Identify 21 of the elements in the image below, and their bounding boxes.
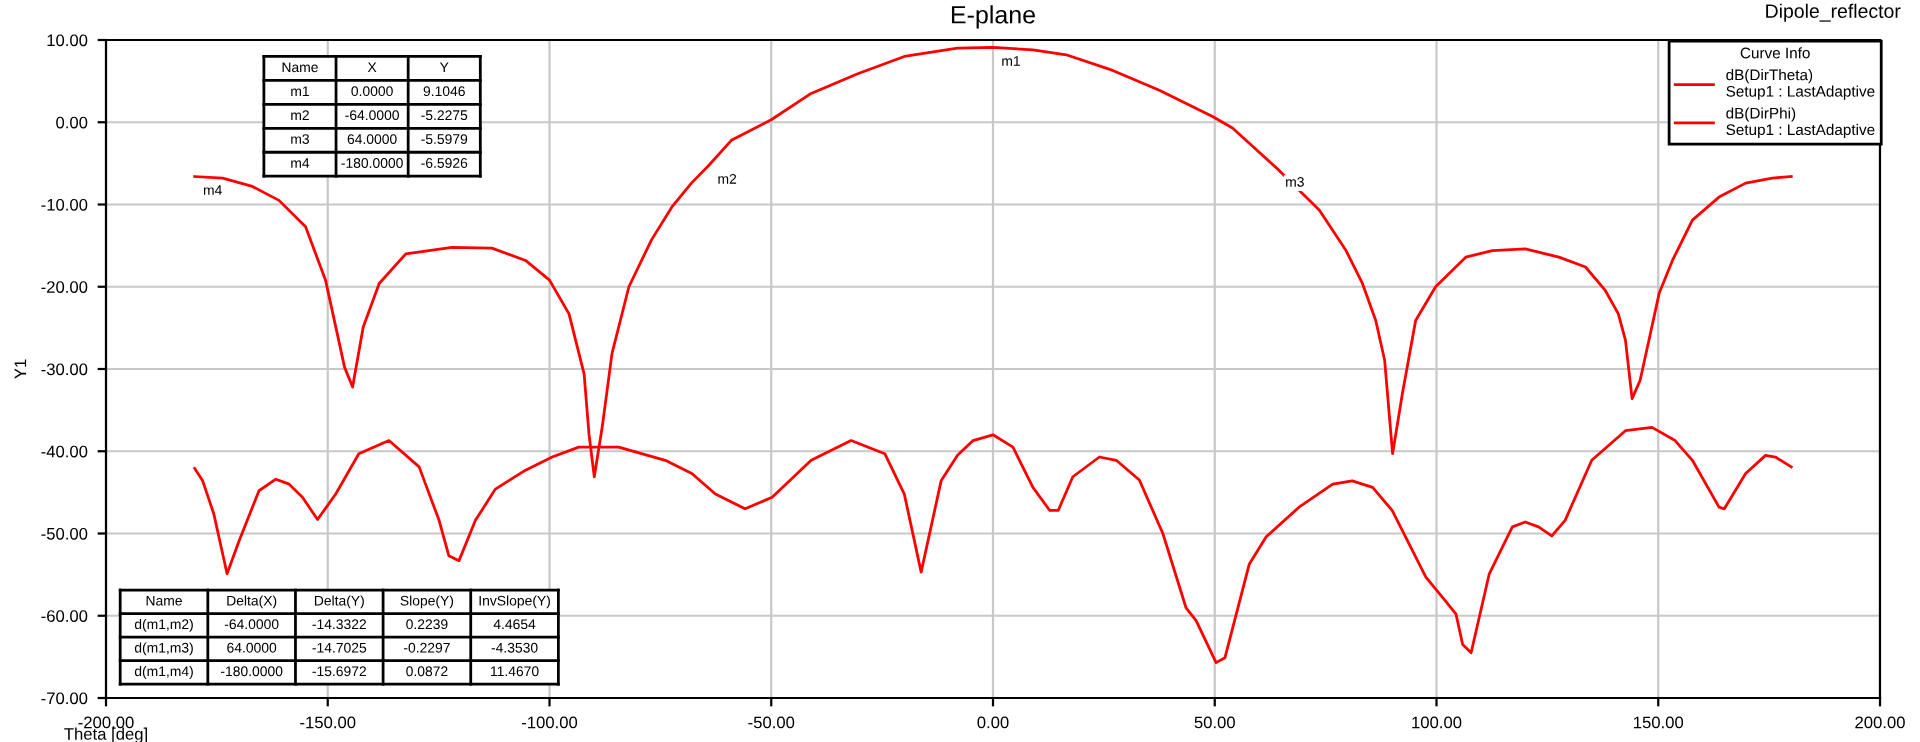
x-tick-label: -50.00	[748, 716, 795, 729]
y-tick-label: -40.00	[41, 445, 88, 458]
y-tick-label: 0.00	[56, 116, 88, 129]
y-tick-label: -30.00	[41, 363, 88, 376]
x-tick-label: 50.00	[1194, 716, 1235, 729]
y-tick-label: -20.00	[41, 281, 88, 293]
x-tick-label: 200.00	[1855, 716, 1905, 729]
y-tick-label: -10.00	[41, 198, 88, 211]
x-tick-label: 0.00	[977, 716, 1009, 729]
chart-title: E-plane	[951, 5, 1035, 29]
y-tick-label: -60.00	[41, 610, 88, 622]
y-axis-title: Y1	[14, 359, 27, 379]
x-tick-label: 100.00	[1412, 716, 1462, 729]
y-tick-label: 10.00	[47, 34, 88, 47]
y-tick-label: -50.00	[41, 527, 88, 540]
x-tick-label: -200.00	[78, 716, 134, 729]
x-tick-label: -150.00	[300, 716, 356, 729]
y-tick-label: -70.00	[41, 692, 88, 705]
x-tick-label: 150.00	[1634, 716, 1684, 729]
x-tick-label: -100.00	[521, 716, 578, 729]
text: Dipole_reflector	[1766, 3, 1901, 22]
